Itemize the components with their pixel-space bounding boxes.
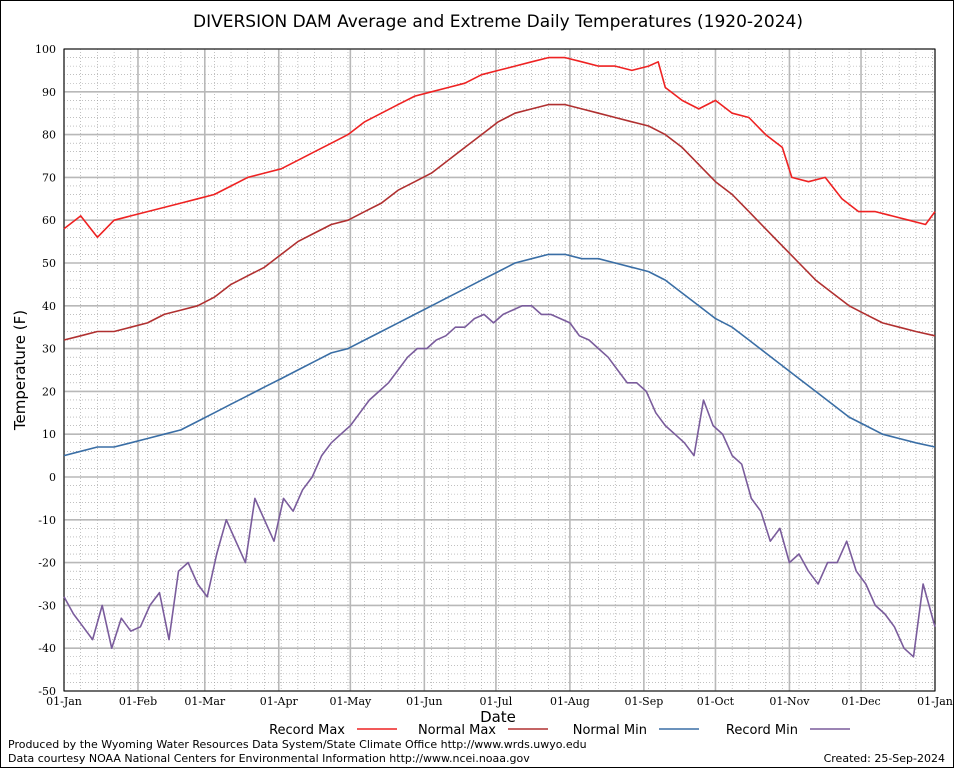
- major-grid: [63, 48, 936, 692]
- x-tick-label: 01-Mar: [184, 695, 226, 708]
- series-line-normal-min: [63, 253, 936, 457]
- x-axis-ticks: 01-Jan 01-Feb 01-Mar 01-Apr 01-May 01-Jun 01-J…: [46, 695, 953, 708]
- legend-label: Record Max: [269, 723, 345, 738]
- y-tick-label: 10: [42, 428, 56, 441]
- x-tick-label: 01-Sep: [624, 695, 663, 708]
- y-tick-label: 50: [42, 257, 56, 270]
- y-tick-label: 100: [35, 43, 56, 56]
- series-layer: [63, 56, 936, 658]
- series-line-record-min: [63, 304, 936, 658]
- x-tick-label: 01-Jul: [480, 695, 513, 708]
- y-tick-label: -50: [38, 685, 56, 698]
- legend: Record Max Normal Max Normal Min Record Min: [269, 723, 850, 738]
- y-tick-label: -40: [38, 642, 56, 655]
- x-tick-label: 01-Dec: [841, 695, 880, 708]
- footer-data-source: Data courtesy NOAA National Centers for …: [8, 752, 530, 765]
- y-tick-label: -20: [38, 557, 56, 570]
- x-tick-label: 01-Oct: [697, 695, 735, 708]
- y-tick-label: 20: [42, 385, 56, 398]
- x-tick-label: 01-Feb: [119, 695, 157, 708]
- y-tick-label: 80: [42, 129, 56, 142]
- y-tick-label: -30: [38, 599, 56, 612]
- y-tick-label: 90: [42, 86, 56, 99]
- legend-label: Record Min: [726, 723, 798, 738]
- legend-label: Normal Min: [573, 723, 647, 738]
- x-tick-label: 01-Nov: [769, 695, 810, 708]
- x-tick-label: 01-Jun: [406, 695, 442, 708]
- x-tick-label: 01-Apr: [260, 695, 299, 708]
- y-tick-label: 70: [42, 171, 56, 184]
- series-line-normal-max: [63, 103, 936, 341]
- x-tick-label: 01-Jan: [917, 695, 953, 708]
- y-tick-label: -10: [38, 514, 56, 527]
- x-tick-label: 01-Aug: [550, 695, 590, 708]
- x-tick-label: 01-Jan: [46, 695, 82, 708]
- y-tick-label: 60: [42, 214, 56, 227]
- y-tick-label: 40: [42, 300, 56, 313]
- footer-producer: Produced by the Wyoming Water Resources …: [8, 738, 587, 751]
- series-line-record-max: [63, 56, 936, 239]
- minor-grid: [63, 48, 935, 692]
- plot-area: [63, 48, 936, 692]
- chart-title: DIVERSION DAM Average and Extreme Daily …: [193, 12, 803, 32]
- y-tick-label: 30: [42, 343, 56, 356]
- footer-created-date: Created: 25-Sep-2024: [824, 752, 945, 765]
- x-tick-label: 01-May: [329, 695, 372, 708]
- y-tick-label: 0: [49, 471, 56, 484]
- legend-label: Normal Max: [418, 723, 496, 738]
- x-axis-label: Date: [480, 708, 516, 726]
- y-axis-label: Temperature (F): [11, 310, 29, 431]
